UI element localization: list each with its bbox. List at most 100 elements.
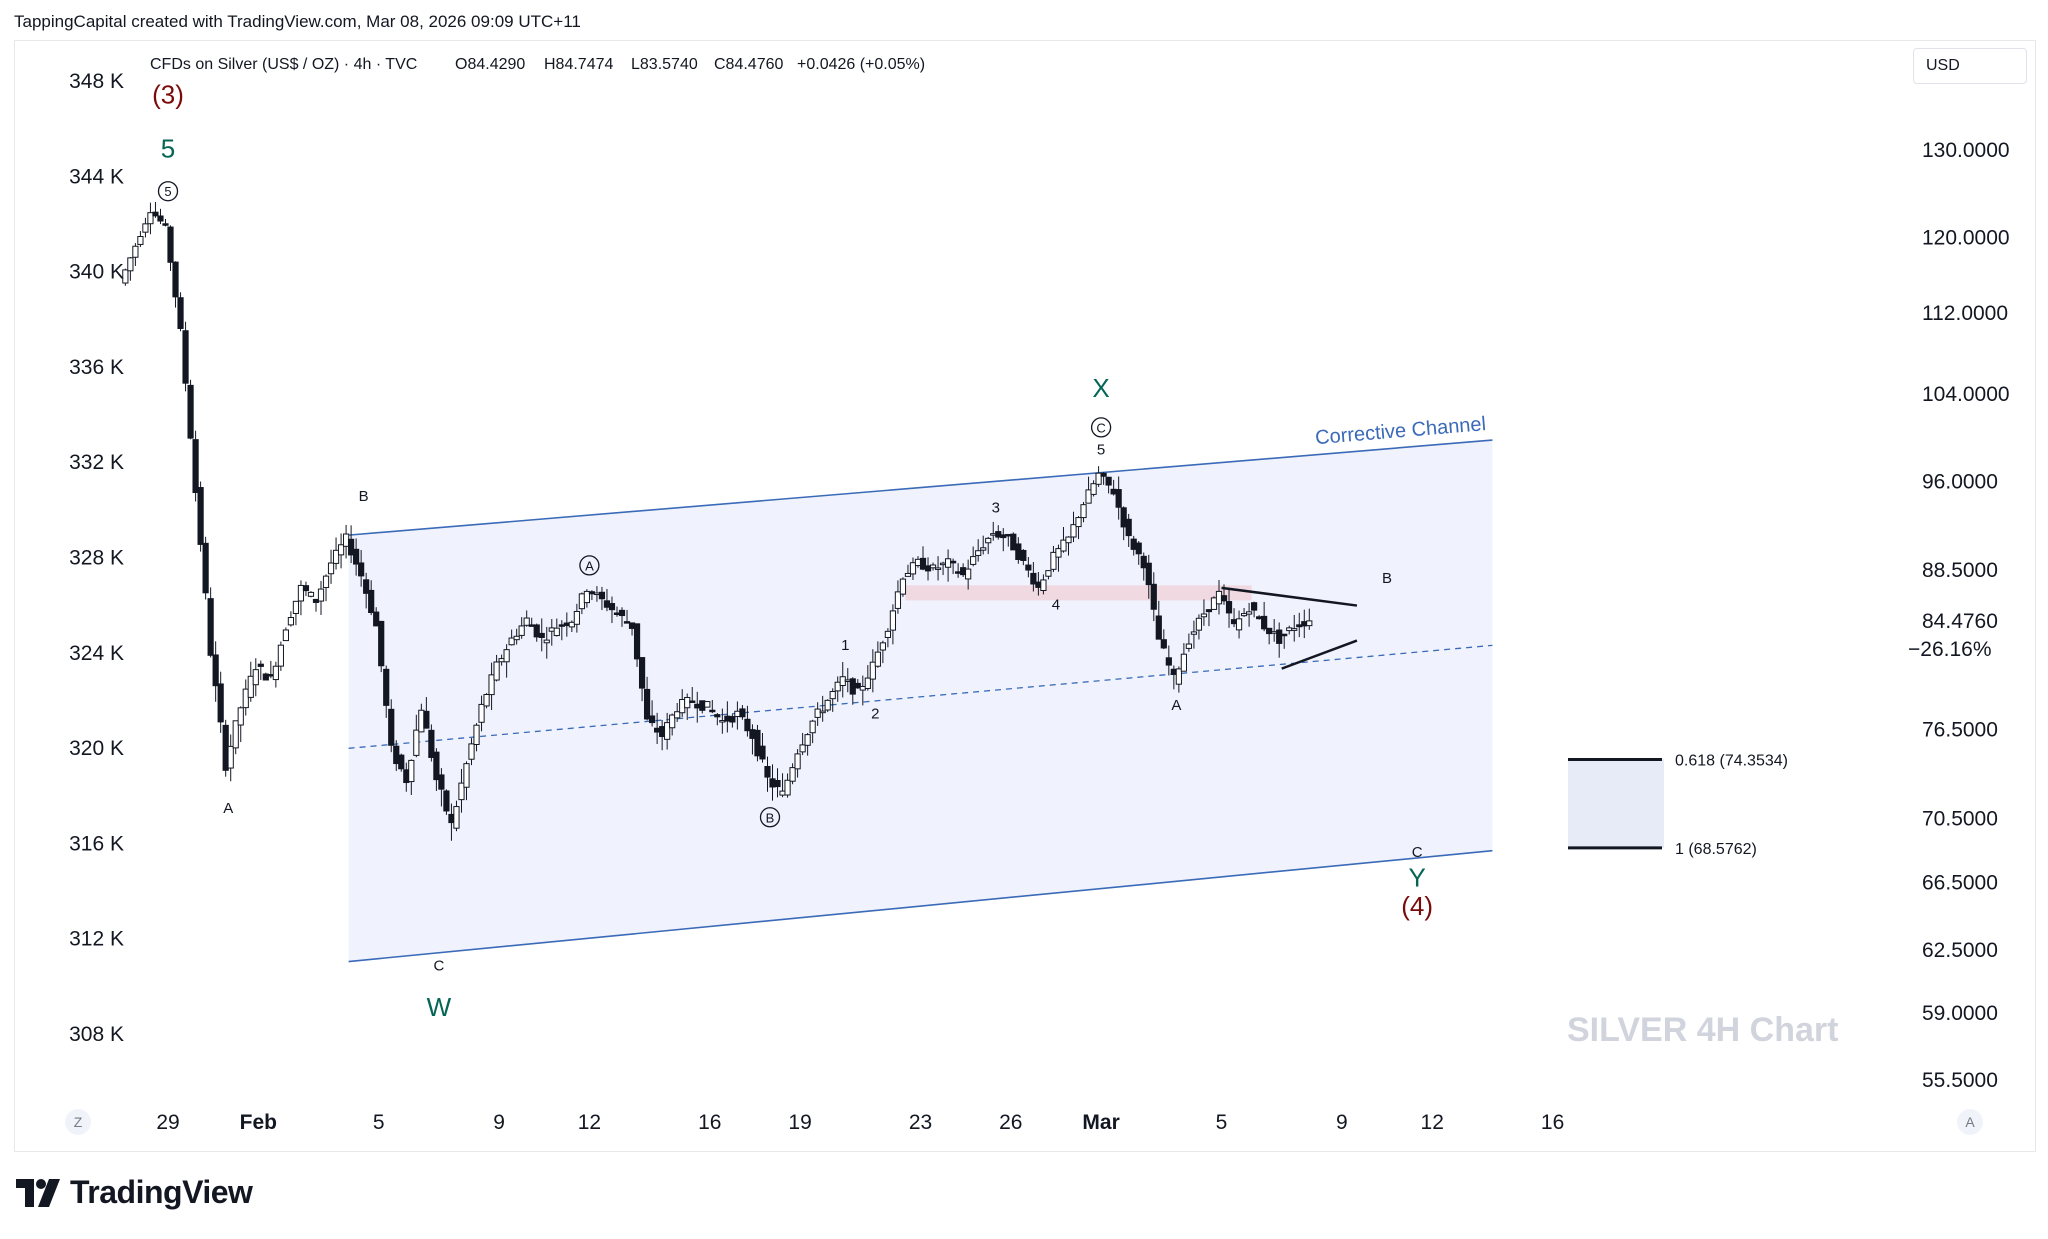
candle-body (909, 562, 917, 575)
candle-body (643, 688, 651, 720)
candle-body (904, 572, 912, 577)
candle-body (1050, 551, 1057, 570)
candle-body (1175, 668, 1182, 685)
candle-body (924, 565, 932, 572)
wave-label: A (585, 558, 594, 573)
candle-body (1240, 613, 1248, 617)
candle-body (1256, 616, 1263, 620)
candle-body (197, 487, 204, 545)
candle-body (1060, 539, 1067, 552)
wave-label: 5 (161, 133, 175, 163)
candle-body (1276, 629, 1283, 644)
left-axis-label: 328 K (69, 547, 124, 570)
candle-body (423, 710, 430, 729)
candle-body (438, 774, 445, 790)
time-axis[interactable]: 29 Feb 5 9 12 16 19 23 26 Mar 5 9 12 16 (156, 1111, 1564, 1134)
candle-body (894, 591, 902, 609)
candle-body (493, 661, 500, 681)
candle-body (503, 649, 510, 663)
candle-body (1095, 472, 1102, 485)
candle-body (774, 780, 781, 788)
right-axis-label: 104.0000 (1922, 383, 2010, 406)
candle-body (322, 575, 330, 589)
wave-label: X (1092, 373, 1109, 403)
legend-change: +0.0426 (+0.05%) (797, 56, 925, 73)
candle-body (789, 767, 796, 782)
candle-body (1210, 597, 1218, 610)
time-axis-label: 5 (373, 1111, 385, 1134)
candle-body (167, 226, 174, 263)
tradingview-mark-icon (16, 1178, 60, 1207)
time-axis-label: 12 (578, 1111, 601, 1134)
candle-body (147, 212, 154, 225)
left-axis-label: 340 K (69, 261, 124, 284)
candle-body (1266, 627, 1273, 635)
time-axis-label: 16 (1541, 1111, 1564, 1134)
wave-label-circle (759, 807, 781, 828)
auto-scale-button[interactable]: A (1957, 1109, 1983, 1135)
candle-body (247, 675, 254, 698)
triangle-lower-line (1281, 639, 1358, 670)
candle-body (809, 720, 816, 734)
candle-body (297, 584, 305, 602)
candle-body (1080, 504, 1087, 519)
candle-body (874, 651, 881, 667)
wave-label: B (359, 488, 369, 505)
legend-close: C84.4760 (714, 56, 783, 73)
channel-median-line (348, 644, 1493, 749)
candle-body (899, 578, 907, 595)
candle-body (719, 720, 726, 723)
candle-body (1215, 590, 1223, 605)
candle-body (1140, 555, 1147, 569)
candle-body (508, 637, 515, 646)
candle-body (237, 707, 244, 726)
candle-body (975, 550, 982, 556)
fib-level-label: 1 (68.5762) (1675, 841, 1757, 858)
candle-body (418, 709, 425, 733)
candle-body (955, 571, 962, 574)
candle-body (287, 617, 295, 626)
resistance-zone (905, 585, 1252, 601)
candle-body (1185, 643, 1192, 649)
candle-body (1245, 611, 1253, 615)
ohlc-legend: CFDs on Silver (US$ / OZ) · 4h · TVC O84… (150, 56, 925, 73)
wave-label: C (433, 957, 444, 974)
target-zone (1568, 759, 1664, 848)
candle-body (433, 751, 440, 781)
candle-body (413, 729, 420, 756)
right-axis-label: 120.0000 (1922, 226, 2010, 249)
candle-body (312, 598, 320, 603)
zoom-corner-button[interactable]: Z (65, 1109, 91, 1135)
right-axis-label: 88.5000 (1922, 559, 1998, 582)
candle-body (623, 621, 631, 624)
wave-label: A (1171, 697, 1181, 714)
candle-body (754, 729, 761, 757)
candle-body (373, 611, 380, 627)
candle-body (834, 681, 841, 692)
candle-body (157, 215, 164, 222)
candle-body (1075, 517, 1082, 528)
candle-body (242, 688, 249, 709)
candle-body (448, 813, 455, 824)
currency-button[interactable]: USD (1913, 48, 2027, 84)
right-axis[interactable]: 130.0000 120.0000 112.0000 104.0000 96.0000 8… (1908, 139, 2010, 1092)
candle-body (985, 537, 992, 544)
candle-body (548, 627, 555, 632)
time-axis-label: 16 (698, 1111, 721, 1134)
candle-body (649, 715, 656, 724)
candle-body (1145, 562, 1152, 586)
candle-body (1055, 548, 1062, 558)
candle-body (192, 439, 199, 494)
candle-body (137, 236, 144, 245)
time-axis-label: 5 (1216, 1111, 1228, 1134)
candle-body (970, 556, 977, 565)
candle-body (1100, 472, 1107, 477)
candle-body (358, 562, 365, 577)
candle-body (348, 538, 355, 556)
candle-body (593, 592, 601, 596)
left-axis-label: 336 K (69, 356, 124, 379)
candle-body (222, 724, 229, 771)
candle-body (217, 683, 224, 723)
candle-body (538, 632, 545, 638)
